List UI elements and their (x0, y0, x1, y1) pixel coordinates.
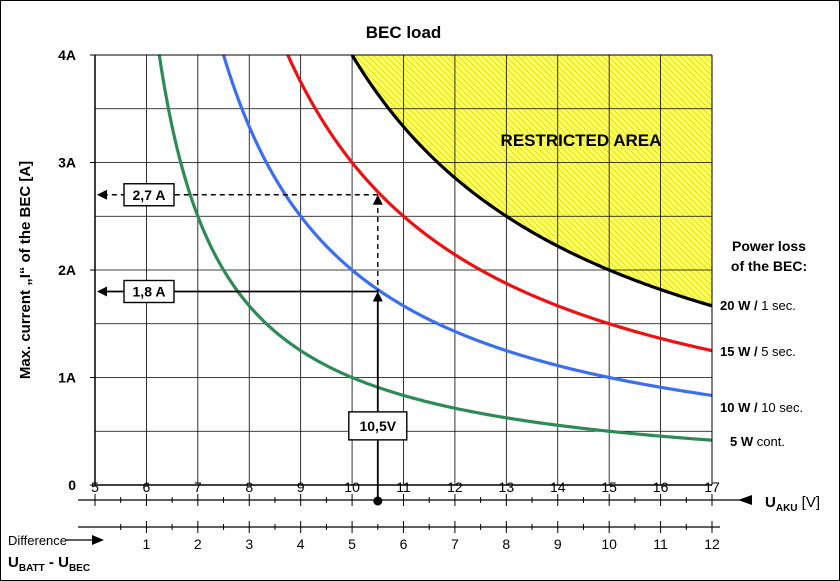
diff-tick-label: 8 (502, 536, 510, 552)
x-tick-label: 17 (704, 479, 720, 495)
label-1-8a: 1,8 A (133, 284, 166, 300)
label-10-5v: 10,5V (359, 418, 396, 434)
legend-power: 20 W / (720, 298, 758, 313)
label-10-5v-box (348, 411, 408, 441)
restricted-area-label: RESTRICTED AREA (501, 131, 662, 150)
curve-20w (350, 54, 713, 308)
legend-title-1: Power loss (732, 238, 806, 254)
arrow-up-dashed (372, 194, 383, 205)
diff-tick-label: 11 (653, 536, 668, 552)
diff-main1: U (8, 554, 19, 571)
curve-10w (222, 54, 713, 397)
legend-entry-5w: 5 W cont. (730, 434, 785, 449)
legend-power: 5 W (730, 434, 754, 449)
diff-tick-label: 5 (348, 536, 356, 552)
u-aku-arrow (738, 495, 752, 505)
x-tick-label: 10 (344, 479, 360, 495)
diff-sub2: BEC (69, 563, 90, 574)
curve-5w (157, 54, 713, 442)
diff-sep: - U (45, 554, 69, 571)
u-aku-unit: [V] (798, 494, 821, 511)
diff-tick-label: 12 (704, 536, 720, 552)
diff-tick-label: 1 (143, 536, 151, 552)
chart-title: BEC load (366, 23, 442, 42)
diff-tick-label: 4 (297, 536, 305, 552)
u-aku-main: U (765, 494, 776, 511)
legend-desc: 5 sec. (758, 344, 796, 359)
diff-tick-label: 3 (245, 536, 253, 552)
arrow-up-solid (372, 291, 383, 302)
label-1-8a-box (123, 279, 175, 304)
y-axis-label: Max. current „I“ of the BEC [A] (17, 161, 34, 379)
y-tick-label: 4A (58, 47, 76, 63)
x-tick-label: 8 (245, 479, 253, 495)
legend-desc: 1 sec. (758, 298, 796, 313)
x-tick-label: 11 (396, 479, 411, 495)
u-aku-sub: AKU (776, 503, 798, 514)
x-tick-label: 5 (91, 479, 99, 495)
label-2-7a-box (123, 183, 175, 207)
legend-entry-10w: 10 W / 10 sec. (720, 400, 803, 415)
diff-label: Difference (8, 533, 67, 548)
diff-tick-label: 7 (451, 536, 459, 552)
diff-tick-label: 2 (194, 536, 202, 552)
diff-pointer-arrow (92, 535, 104, 545)
x-tick-label: 12 (447, 479, 463, 495)
label-2-7a: 2,7 A (133, 187, 166, 203)
y-tick-label: 1A (58, 370, 76, 386)
x-tick-label: 14 (550, 479, 566, 495)
legend-desc: cont. (753, 434, 785, 449)
legend-power: 10 W / (720, 400, 758, 415)
u-aku-label: UAKU [V] (765, 494, 820, 514)
y-tick-label: 3A (58, 155, 76, 171)
diff-tick-label: 9 (554, 536, 562, 552)
diff-tick-label: 6 (400, 536, 408, 552)
x-tick-label: 15 (601, 479, 617, 495)
arrow-left-dashed (97, 189, 107, 200)
legend-entry-15w: 15 W / 5 sec. (720, 344, 796, 359)
x-tick-label: 6 (143, 479, 151, 495)
arrow-left-solid (97, 286, 107, 297)
diff-tick-label: 10 (601, 536, 617, 552)
legend-entry-20w: 20 W / 1 sec. (720, 298, 796, 313)
x-tick-label: 9 (297, 479, 305, 495)
legend-desc: 10 sec. (758, 400, 804, 415)
x-tick-label: 16 (653, 479, 669, 495)
x-tick-label: 13 (499, 479, 515, 495)
y-tick-label: 0 (68, 477, 76, 493)
x-tick-label: 7 (194, 479, 202, 495)
restricted-area (352, 55, 712, 306)
diff-sub1: BATT (19, 563, 45, 574)
y-tick-label: 2A (58, 262, 76, 278)
curve-15w (286, 54, 713, 353)
legend-power: 15 W / (720, 344, 758, 359)
legend-title-2: of the BEC: (731, 258, 807, 274)
diff-formula: UBATT - UBEC (8, 554, 90, 574)
